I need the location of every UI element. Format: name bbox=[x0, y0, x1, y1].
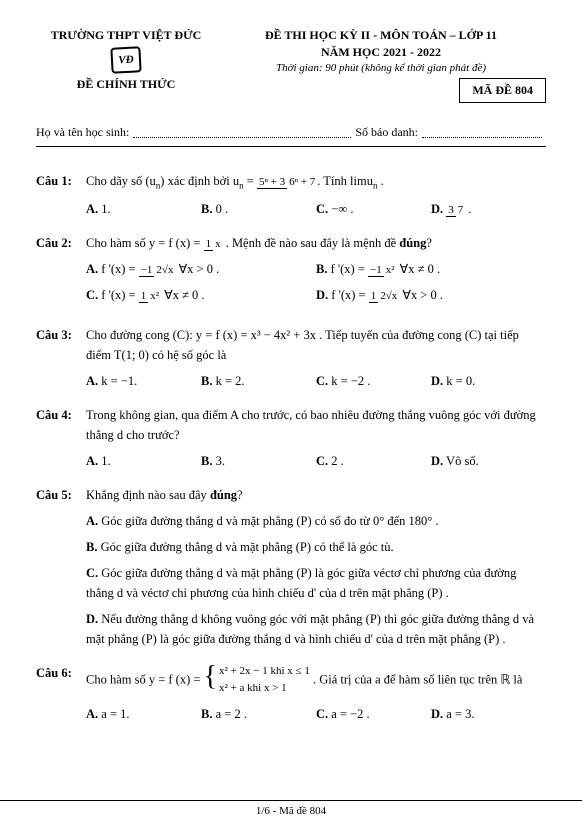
exam-year: NĂM HỌC 2021 - 2022 bbox=[216, 45, 546, 60]
q2-body: Cho hàm số y = f (x) = 1x . Mệnh đề nào … bbox=[86, 233, 546, 311]
name-label: Họ và tên học sinh: bbox=[36, 125, 129, 140]
q2-label: Câu 2: bbox=[36, 233, 86, 311]
q6-piecewise: { x² + 2x − 1 khi x ≤ 1 x² + a khi x > 1 bbox=[204, 663, 310, 698]
q5-label: Câu 5: bbox=[36, 485, 86, 649]
q1-label: Câu 1: bbox=[36, 171, 86, 219]
question-4: Câu 4: Trong không gian, qua điểm A cho … bbox=[36, 405, 546, 471]
official-label: ĐỀ CHÍNH THỨC bbox=[36, 77, 216, 92]
header-left: TRƯỜNG THPT VIỆT ĐỨC VĐ ĐỀ CHÍNH THỨC bbox=[36, 28, 216, 103]
q1-body: Cho dãy số (un) xác định bởi un = 5ⁿ + 3… bbox=[86, 171, 546, 219]
id-label: Số báo danh: bbox=[355, 125, 418, 140]
name-field[interactable] bbox=[133, 125, 351, 138]
q6-options: A. a = 1. B. a = 2 . C. a = −2 . D. a = … bbox=[86, 704, 546, 724]
school-logo-icon: VĐ bbox=[110, 46, 141, 74]
separator bbox=[36, 146, 546, 147]
q5-body: Khẳng định nào sau đây đúng? A. Góc giữa… bbox=[86, 485, 546, 649]
question-2: Câu 2: Cho hàm số y = f (x) = 1x . Mệnh … bbox=[36, 233, 546, 311]
school-name: TRƯỜNG THPT VIỆT ĐỨC bbox=[36, 28, 216, 43]
id-field[interactable] bbox=[422, 125, 542, 138]
q1-options: A. 1. B. 0 . C. −∞ . D. 37 . bbox=[86, 199, 546, 219]
q3-label: Câu 3: bbox=[36, 325, 86, 391]
q6-label: Câu 6: bbox=[36, 663, 86, 724]
q3-options: A. k = −1. B. k = 2. C. k = −2 . D. k = … bbox=[86, 371, 546, 391]
q6-body: Cho hàm số y = f (x) = { x² + 2x − 1 khi… bbox=[86, 663, 546, 724]
page-footer: 1/6 - Mã đề 804 bbox=[0, 800, 582, 817]
exam-title: ĐỀ THI HỌC KỲ II - MÔN TOÁN – LỚP 11 bbox=[216, 28, 546, 43]
q5-statements: A. Góc giữa đường thẳng d và mặt phẳng (… bbox=[86, 511, 546, 649]
question-3: Câu 3: Cho đường cong (C): y = f (x) = x… bbox=[36, 325, 546, 391]
questions: Câu 1: Cho dãy số (un) xác định bởi un =… bbox=[36, 171, 546, 724]
header-right: ĐỀ THI HỌC KỲ II - MÔN TOÁN – LỚP 11 NĂM… bbox=[216, 28, 546, 103]
q2-options: A. f '(x) = −12√x ∀x > 0 . B. f '(x) = −… bbox=[86, 259, 546, 311]
exam-code: MÃ ĐỀ 804 bbox=[459, 78, 546, 103]
brace-icon: { bbox=[204, 663, 217, 698]
q1-fraction: 5ⁿ + 36ⁿ + 7 bbox=[257, 176, 317, 188]
header: TRƯỜNG THPT VIỆT ĐỨC VĐ ĐỀ CHÍNH THỨC ĐỀ… bbox=[36, 28, 546, 103]
q4-options: A. 1. B. 3. C. 2 . D. Vô số. bbox=[86, 451, 546, 471]
q4-body: Trong không gian, qua điểm A cho trước, … bbox=[86, 405, 546, 471]
exam-time: Thời gian: 90 phút (không kể thời gian p… bbox=[216, 62, 546, 74]
question-1: Câu 1: Cho dãy số (un) xác định bởi un =… bbox=[36, 171, 546, 219]
question-6: Câu 6: Cho hàm số y = f (x) = { x² + 2x … bbox=[36, 663, 546, 724]
student-info-line: Họ và tên học sinh: Số báo danh: bbox=[36, 125, 546, 140]
question-5: Câu 5: Khẳng định nào sau đây đúng? A. G… bbox=[36, 485, 546, 649]
q3-body: Cho đường cong (C): y = f (x) = x³ − 4x²… bbox=[86, 325, 546, 391]
q4-label: Câu 4: bbox=[36, 405, 86, 471]
